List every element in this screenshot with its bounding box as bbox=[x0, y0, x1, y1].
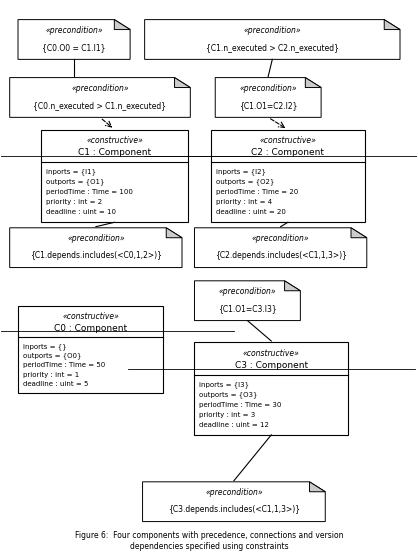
Text: outports = {O3}: outports = {O3} bbox=[199, 391, 258, 398]
Polygon shape bbox=[166, 228, 182, 238]
Text: Figure 6:  Four components with precedence, connections and version
dependencies: Figure 6: Four components with precedenc… bbox=[75, 532, 343, 551]
Text: deadline : uint = 10: deadline : uint = 10 bbox=[46, 209, 116, 215]
Text: «constructive»: «constructive» bbox=[86, 137, 143, 145]
Text: priority : int = 4: priority : int = 4 bbox=[216, 199, 272, 205]
Text: «precondition»: «precondition» bbox=[67, 234, 125, 244]
Bar bbox=[211, 129, 365, 223]
Text: outports = {O2}: outports = {O2} bbox=[216, 179, 275, 185]
Polygon shape bbox=[175, 78, 190, 88]
Polygon shape bbox=[18, 19, 130, 59]
Text: «precondition»: «precondition» bbox=[240, 84, 297, 93]
Text: {C3.depends.includes(<C1,1,3>)}: {C3.depends.includes(<C1,1,3>)} bbox=[168, 505, 300, 514]
Text: inports = {I2}: inports = {I2} bbox=[216, 169, 266, 175]
Text: deadline : uint = 12: deadline : uint = 12 bbox=[199, 422, 269, 428]
Text: inports = {}: inports = {} bbox=[23, 343, 66, 350]
Polygon shape bbox=[285, 281, 301, 291]
Text: periodTime : Time = 20: periodTime : Time = 20 bbox=[216, 189, 298, 195]
Text: priority : int = 1: priority : int = 1 bbox=[23, 371, 79, 377]
Text: «precondition»: «precondition» bbox=[71, 84, 129, 93]
Text: «constructive»: «constructive» bbox=[62, 312, 119, 321]
Text: {C2.depends.includes(<C1,1,3>)}: {C2.depends.includes(<C1,1,3>)} bbox=[214, 251, 347, 260]
Text: inports = {I3}: inports = {I3} bbox=[199, 381, 250, 388]
Text: C0 : Component: C0 : Component bbox=[54, 324, 127, 332]
Polygon shape bbox=[143, 482, 325, 522]
Polygon shape bbox=[305, 78, 321, 88]
Bar bbox=[18, 306, 163, 393]
Text: C2 : Component: C2 : Component bbox=[251, 148, 324, 158]
Text: «constructive»: «constructive» bbox=[260, 137, 316, 145]
Text: outports = {O1}: outports = {O1} bbox=[46, 179, 104, 185]
Text: {C1.O1=C3.I3}: {C1.O1=C3.I3} bbox=[218, 304, 277, 313]
Text: periodTime : Time = 50: periodTime : Time = 50 bbox=[23, 362, 105, 368]
Text: periodTime : Time = 100: periodTime : Time = 100 bbox=[46, 189, 133, 195]
Text: outports = {O0}: outports = {O0} bbox=[23, 352, 82, 359]
Text: {C0.n_executed > C1.n_executed}: {C0.n_executed > C1.n_executed} bbox=[33, 101, 166, 110]
Polygon shape bbox=[309, 482, 325, 492]
Text: deadline : uint = 20: deadline : uint = 20 bbox=[216, 209, 286, 215]
Text: C3 : Component: C3 : Component bbox=[235, 361, 308, 370]
Text: «constructive»: «constructive» bbox=[243, 349, 300, 358]
Polygon shape bbox=[115, 19, 130, 29]
Bar bbox=[41, 129, 188, 223]
Text: «precondition»: «precondition» bbox=[45, 26, 103, 36]
Text: {C1.n_executed > C2.n_executed}: {C1.n_executed > C2.n_executed} bbox=[206, 43, 339, 52]
Text: priority : int = 3: priority : int = 3 bbox=[199, 412, 256, 418]
Text: «precondition»: «precondition» bbox=[252, 234, 309, 244]
Polygon shape bbox=[194, 281, 301, 321]
Polygon shape bbox=[215, 78, 321, 117]
Polygon shape bbox=[351, 228, 367, 238]
Polygon shape bbox=[194, 228, 367, 268]
Text: «precondition»: «precondition» bbox=[244, 26, 301, 36]
Text: deadline : uint = 5: deadline : uint = 5 bbox=[23, 381, 88, 387]
Polygon shape bbox=[10, 78, 190, 117]
Text: «precondition»: «precondition» bbox=[205, 488, 263, 497]
Polygon shape bbox=[10, 228, 182, 268]
Bar bbox=[194, 342, 348, 435]
Text: {C1.O1=C2.I2}: {C1.O1=C2.I2} bbox=[239, 101, 298, 110]
Text: {C0.O0 = C1.I1}: {C0.O0 = C1.I1} bbox=[42, 43, 106, 52]
Text: inports = {I1}: inports = {I1} bbox=[46, 169, 96, 175]
Polygon shape bbox=[145, 19, 400, 59]
Text: C1 : Component: C1 : Component bbox=[78, 148, 151, 158]
Text: priority : int = 2: priority : int = 2 bbox=[46, 199, 102, 205]
Text: {C1.depends.includes(<C0,1,2>)}: {C1.depends.includes(<C0,1,2>)} bbox=[30, 251, 162, 260]
Text: «precondition»: «precondition» bbox=[219, 287, 276, 296]
Polygon shape bbox=[384, 19, 400, 29]
Text: periodTime : Time = 30: periodTime : Time = 30 bbox=[199, 402, 282, 408]
